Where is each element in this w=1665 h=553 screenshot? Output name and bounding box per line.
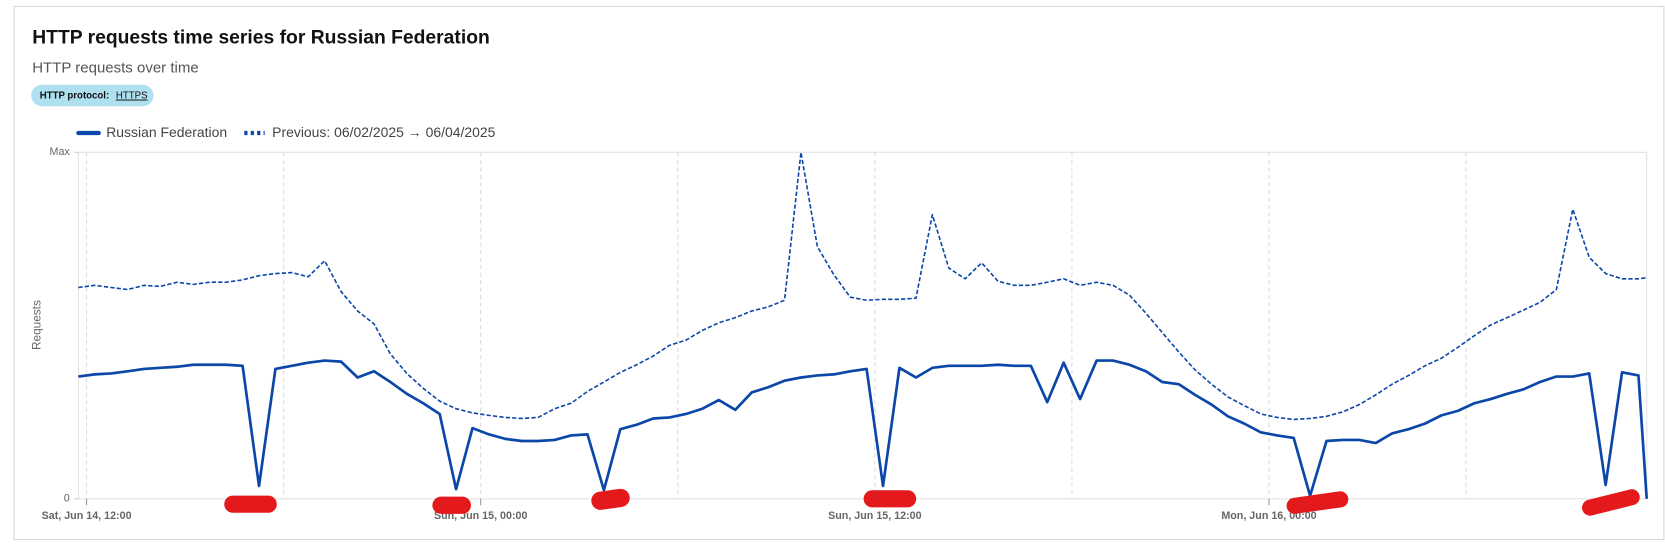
y-axis-label: Requests	[30, 300, 44, 350]
x-tick-label: Sun, Jun 15, 12:00	[828, 510, 922, 522]
chart-subtitle: HTTP requests over time	[32, 60, 198, 77]
x-tick-label: Sat, Jun 14, 12:00	[42, 510, 132, 522]
y-tick-label: 0	[64, 493, 70, 505]
filter-label: HTTP protocol:	[40, 91, 109, 102]
redaction	[224, 495, 277, 513]
x-tick-label: Mon, Jun 16, 00:00	[1221, 510, 1316, 522]
chart-title: HTTP requests time series for Russian Fe…	[32, 28, 490, 49]
y-tick-label: Max	[50, 146, 71, 158]
filter-badge[interactable]	[31, 84, 154, 107]
redaction	[432, 496, 471, 514]
redaction	[863, 490, 917, 508]
redaction	[1582, 489, 1640, 516]
plot-frame	[77, 151, 1648, 500]
redaction	[1286, 491, 1349, 514]
series-line	[78, 359, 1649, 499]
x-tick-label: Sun, Jun 15, 00:00	[434, 510, 528, 522]
legend-label: Previous: 06/02/2025 → 06/04/2025	[272, 124, 495, 140]
legend-label: Russian Federation	[106, 124, 227, 140]
redactions	[224, 488, 1640, 516]
filter-value: HTTPS	[116, 91, 148, 102]
redaction	[591, 488, 630, 510]
series-line	[78, 151, 1647, 421]
